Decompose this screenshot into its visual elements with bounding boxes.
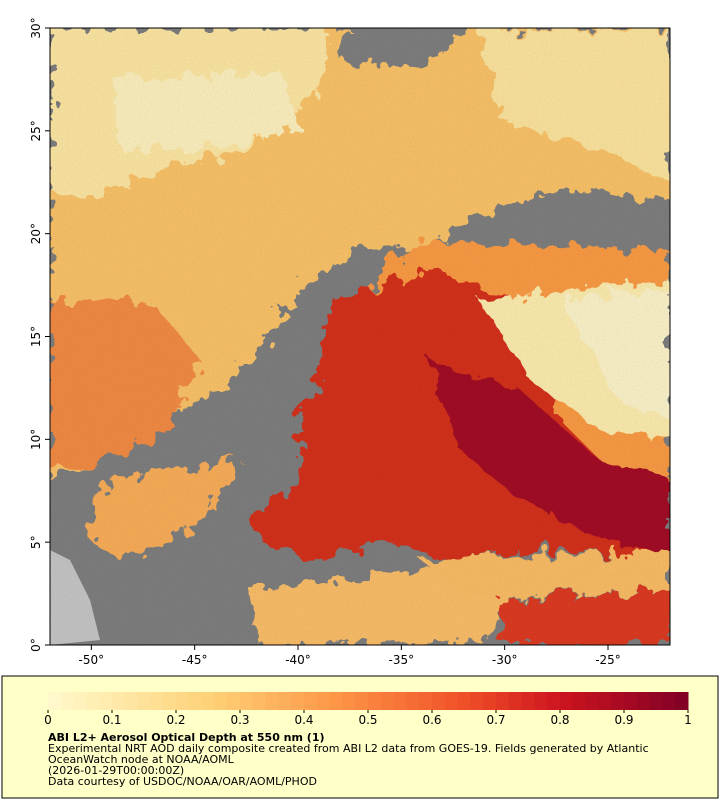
x-tick-label: -25° (595, 653, 621, 667)
colorbar-step (355, 692, 369, 710)
colorbar-tick-label: 0.3 (230, 713, 249, 727)
x-tick-label: -45° (182, 653, 208, 667)
colorbar-tick-label: 0.5 (358, 713, 377, 727)
colorbar-step (86, 692, 100, 710)
colorbar-step (624, 692, 638, 710)
colorbar-step (483, 692, 497, 710)
colorbar-step (649, 692, 663, 710)
y-tick-label: 5° (29, 535, 43, 549)
colorbar-step (278, 692, 292, 710)
colorbar-tick-label: 0 (44, 713, 52, 727)
y-tick-label: 30° (29, 17, 43, 38)
colorbar-step (99, 692, 113, 710)
colorbar-step (304, 692, 318, 710)
colorbar-step (380, 692, 395, 710)
axes: -50° -45° -40° -35° -30° -25° 0° 5° 10° 15° 20° 25°… (29, 17, 621, 667)
colorbar-step (252, 692, 267, 710)
colorbar-step (636, 692, 651, 710)
colorbar-tick-label: 0.4 (294, 713, 313, 727)
colorbar-step (124, 692, 139, 710)
colorbar-step (227, 692, 241, 710)
colorbar-step (240, 692, 254, 710)
colorbar-step (432, 692, 446, 710)
colorbar-step (662, 692, 676, 710)
caption-title: ABI L2+ Aerosol Optical Depth at 550 nm … (48, 731, 325, 744)
colorbar-tick-label: 0.1 (102, 713, 121, 727)
colorbar-step (496, 692, 510, 710)
colorbar-step (560, 692, 574, 710)
x-tick-label: -30° (492, 653, 518, 667)
y-tick-label: 0° (29, 638, 43, 652)
caption-line: Experimental NRT AOD daily composite cre… (48, 742, 649, 755)
colorbar-step (508, 692, 523, 710)
colorbar-step (137, 692, 151, 710)
colorbar-step (214, 692, 228, 710)
map-image (50, 28, 670, 645)
colorbar-step (585, 692, 599, 710)
colorbar: 0 0.1 0.2 0.3 0.4 0.5 0.6 0.7 0.8 0.9 1 (44, 692, 692, 727)
colorbar-step (48, 692, 62, 710)
colorbar-step (393, 692, 407, 710)
y-tick-label: 20° (29, 223, 43, 244)
colorbar-step (176, 692, 190, 710)
colorbar-tick-label: 0.8 (550, 713, 569, 727)
colorbar-step (598, 692, 612, 710)
colorbar-step (547, 692, 561, 710)
colorbar-step (406, 692, 420, 710)
colorbar-step (201, 692, 215, 710)
colorbar-step (316, 692, 331, 710)
colorbar-step (112, 692, 126, 710)
colorbar-step (368, 692, 382, 710)
colorbar-step (150, 692, 164, 710)
colorbar-step (470, 692, 484, 710)
colorbar-tick-label: 0.2 (166, 713, 185, 727)
colorbar-tick-label: 0.9 (614, 713, 633, 727)
colorbar-tick-label: 0.7 (486, 713, 505, 727)
x-tick-label: -40° (285, 653, 311, 667)
colorbar-tick-label: 1 (684, 713, 692, 727)
y-tick-label: 10° (29, 429, 43, 450)
colorbar-step (342, 692, 356, 710)
colorbar-step (60, 692, 75, 710)
x-tick-label: -50° (79, 653, 105, 667)
colorbar-step (73, 692, 87, 710)
x-tick-label: -35° (389, 653, 415, 667)
colorbar-step (188, 692, 203, 710)
caption-line: OceanWatch node at NOAA/AOML (48, 753, 235, 766)
colorbar-tick-label: 0.6 (422, 713, 441, 727)
colorbar-step (329, 692, 343, 710)
colorbar-step (675, 692, 689, 710)
y-tick-label: 15° (29, 326, 43, 347)
caption-line: (2026-01-29T00:00:00Z) (48, 764, 184, 777)
colorbar-step (457, 692, 471, 710)
colorbar-step (419, 692, 433, 710)
y-tick-label: 25° (29, 120, 43, 141)
colorbar-step (265, 692, 279, 710)
colorbar-step (572, 692, 587, 710)
colorbar-step (291, 692, 305, 710)
colorbar-step (534, 692, 548, 710)
caption-line: Data courtesy of USDOC/NOAA/OAR/AOML/PHO… (48, 775, 317, 788)
colorbar-step (611, 692, 625, 710)
colorbar-step (444, 692, 459, 710)
colorbar-step (521, 692, 535, 710)
colorbar-step (163, 692, 177, 710)
